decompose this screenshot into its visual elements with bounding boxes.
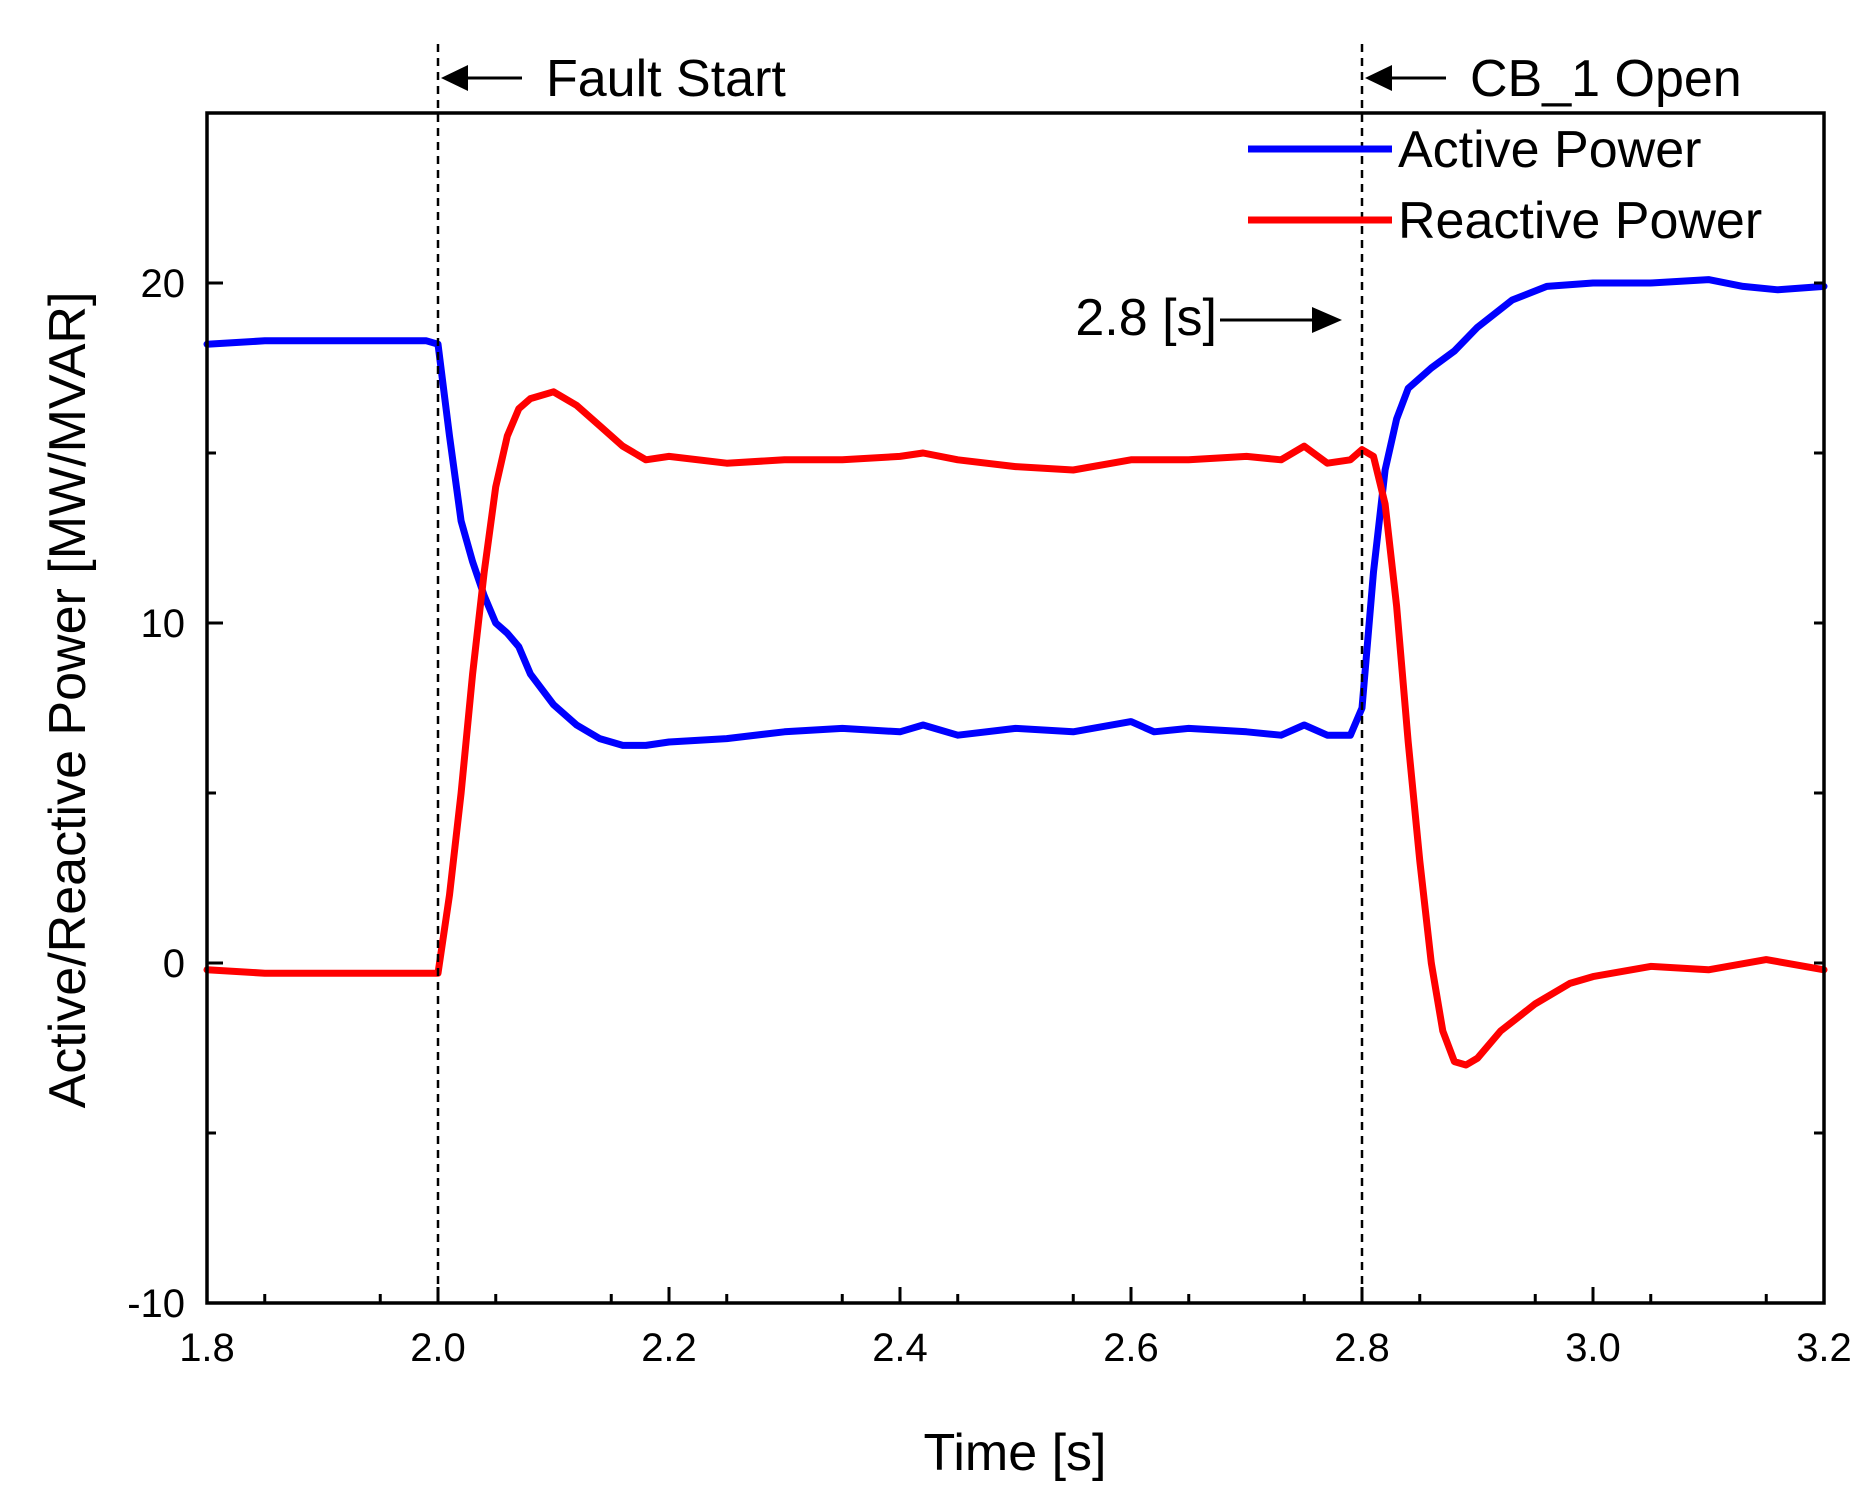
x-tick-label-2.8: 2.8 bbox=[1334, 1326, 1390, 1370]
plot-frame bbox=[205, 111, 1826, 1305]
event-label-1: CB_1 Open bbox=[1470, 50, 1742, 108]
event-arrow-head-1 bbox=[1365, 65, 1392, 91]
ticks-layer: 1.8 2.0 2.2 2.4 2.6 2.8 3.0 3.2 -10 0 10 20 bbox=[127, 111, 1852, 1370]
series-line-reactive-power bbox=[203, 388, 1828, 1069]
time-annotation-label: 2.8 [s] bbox=[1075, 289, 1217, 347]
x-axis-title: Time [s] bbox=[924, 1424, 1107, 1482]
y-tick-label--10: -10 bbox=[127, 1282, 185, 1326]
x-tick-label-2.4: 2.4 bbox=[872, 1326, 928, 1370]
time-annotation-arrow-head bbox=[1312, 307, 1342, 333]
series-line-active-power bbox=[203, 276, 1828, 749]
legend-label-active-power: Active Power bbox=[1398, 121, 1701, 179]
y-tick-label-0: 0 bbox=[163, 942, 185, 986]
legend: Active Power Reactive Power bbox=[1248, 121, 1762, 250]
event-arrow-head-0 bbox=[441, 65, 468, 91]
y-axis-title: Active/Reactive Power [MW/MVAR] bbox=[39, 292, 97, 1109]
x-tick-label-1.8: 1.8 bbox=[179, 1326, 235, 1370]
y-tick-label-10: 10 bbox=[141, 602, 186, 646]
x-tick-label-2.6: 2.6 bbox=[1103, 1326, 1159, 1370]
x-tick-label-2.2: 2.2 bbox=[641, 1326, 697, 1370]
legend-label-reactive-power: Reactive Power bbox=[1398, 192, 1762, 250]
event-label-0: Fault Start bbox=[546, 50, 786, 108]
x-tick-label-2.0: 2.0 bbox=[410, 1326, 466, 1370]
series-layer bbox=[203, 276, 1828, 1069]
x-tick-label-3.2: 3.2 bbox=[1796, 1326, 1852, 1370]
annotation-layer: Fault Start CB_1 Open 2.8 [s] bbox=[436, 44, 1742, 1303]
y-tick-label-20: 20 bbox=[141, 262, 186, 306]
x-tick-label-3.0: 3.0 bbox=[1565, 1326, 1621, 1370]
